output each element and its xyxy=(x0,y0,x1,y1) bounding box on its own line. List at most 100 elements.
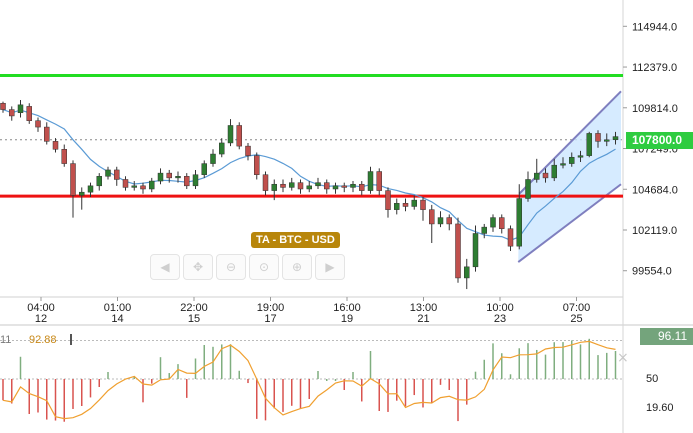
candle-body xyxy=(367,171,374,191)
pan-left-icon[interactable]: ✥ xyxy=(183,254,213,280)
candle xyxy=(525,171,531,202)
time-axis-time: 10:00 xyxy=(486,302,514,314)
candle xyxy=(201,160,207,178)
candle-body xyxy=(262,174,269,191)
candle-body xyxy=(236,125,242,147)
candle xyxy=(262,171,269,196)
candle-body xyxy=(306,185,312,190)
candle xyxy=(420,196,426,221)
time-axis-time: 22:00 xyxy=(180,302,208,314)
candle-body xyxy=(332,185,339,190)
zoom-in-icon[interactable]: ⊕ xyxy=(282,254,312,280)
time-axis-date: 17 xyxy=(264,313,276,325)
candle-body xyxy=(271,183,277,191)
candle-body xyxy=(437,217,444,225)
candle-body xyxy=(420,199,426,210)
candle xyxy=(280,179,286,193)
candle-body xyxy=(551,164,557,179)
candle-body xyxy=(604,139,610,142)
candle xyxy=(604,133,610,147)
candle xyxy=(385,187,391,218)
candle xyxy=(429,204,435,243)
time-axis-date: 21 xyxy=(417,313,429,325)
oscillator-value-1: 11 xyxy=(0,334,12,346)
candle-body xyxy=(149,180,155,190)
price-axis-label: 109814.0 xyxy=(632,103,678,115)
candle-body xyxy=(114,169,120,180)
candle xyxy=(332,182,339,194)
time-axis-time: 07:00 xyxy=(563,302,591,314)
candle-body xyxy=(289,182,295,188)
candle xyxy=(166,169,172,183)
candle xyxy=(210,149,216,167)
candle xyxy=(271,179,277,201)
time-axis-time: 19:00 xyxy=(257,302,285,314)
oscillator-signal-line xyxy=(2,340,616,420)
candle-body xyxy=(157,172,164,182)
candle xyxy=(569,152,575,167)
candle xyxy=(350,181,356,193)
candle xyxy=(551,158,557,182)
candle xyxy=(577,150,584,162)
candle xyxy=(297,179,304,194)
candle xyxy=(140,182,146,194)
candle-body xyxy=(499,217,505,229)
candle xyxy=(122,176,129,191)
oscillator-marker xyxy=(70,334,72,345)
candle xyxy=(446,214,452,231)
time-axis-date: 14 xyxy=(111,313,123,325)
candle-body xyxy=(17,104,24,114)
candle-body xyxy=(560,163,566,166)
candle-body xyxy=(446,217,452,225)
candle-body xyxy=(245,145,251,156)
candle xyxy=(542,168,549,183)
time-axis-time: 13:00 xyxy=(410,302,438,314)
candle-body xyxy=(105,169,111,177)
candle xyxy=(219,138,225,158)
candle xyxy=(96,173,102,191)
time-axis-date: 15 xyxy=(188,313,200,325)
candle-body xyxy=(542,172,549,179)
candle xyxy=(402,198,409,212)
close-icon[interactable]: × xyxy=(617,350,629,366)
candle-body xyxy=(61,149,67,164)
candle-body xyxy=(26,106,32,121)
candle-body xyxy=(122,179,129,188)
candle-body xyxy=(534,172,540,180)
candle xyxy=(87,182,94,197)
candle-body xyxy=(280,183,286,188)
candle xyxy=(192,169,199,189)
candle-body xyxy=(411,199,417,207)
candle-body xyxy=(79,191,85,196)
price-axis-label: 114944.0 xyxy=(632,21,677,33)
candle xyxy=(9,106,15,121)
candle-body xyxy=(0,102,6,110)
candle xyxy=(534,158,540,183)
current-price-tag: 107800.0 xyxy=(626,132,693,149)
candle xyxy=(0,101,6,113)
candle-body xyxy=(569,156,575,164)
candle xyxy=(359,181,365,196)
scroll-right-icon[interactable]: ▶ xyxy=(315,254,345,280)
candle xyxy=(70,160,76,218)
candle xyxy=(490,214,496,232)
candle-body xyxy=(140,185,146,190)
candle-body xyxy=(359,183,365,191)
candle-body xyxy=(324,182,330,190)
time-axis-time: 01:00 xyxy=(104,302,132,314)
candle xyxy=(44,122,50,145)
scroll-left-icon[interactable]: ◀ xyxy=(150,254,180,280)
zoom-reset-icon[interactable]: ⊙ xyxy=(249,254,279,280)
candle-body xyxy=(175,176,181,179)
oscillator-value-2: 92.88 xyxy=(29,334,57,346)
candle xyxy=(245,142,251,161)
price-channel xyxy=(518,91,621,263)
candle-body xyxy=(201,163,207,175)
zoom-out-icon[interactable]: ⊖ xyxy=(216,254,246,280)
candle-body xyxy=(455,223,461,279)
time-axis-date: 12 xyxy=(35,313,47,325)
candle-body xyxy=(131,185,137,188)
candle-body xyxy=(166,172,172,179)
